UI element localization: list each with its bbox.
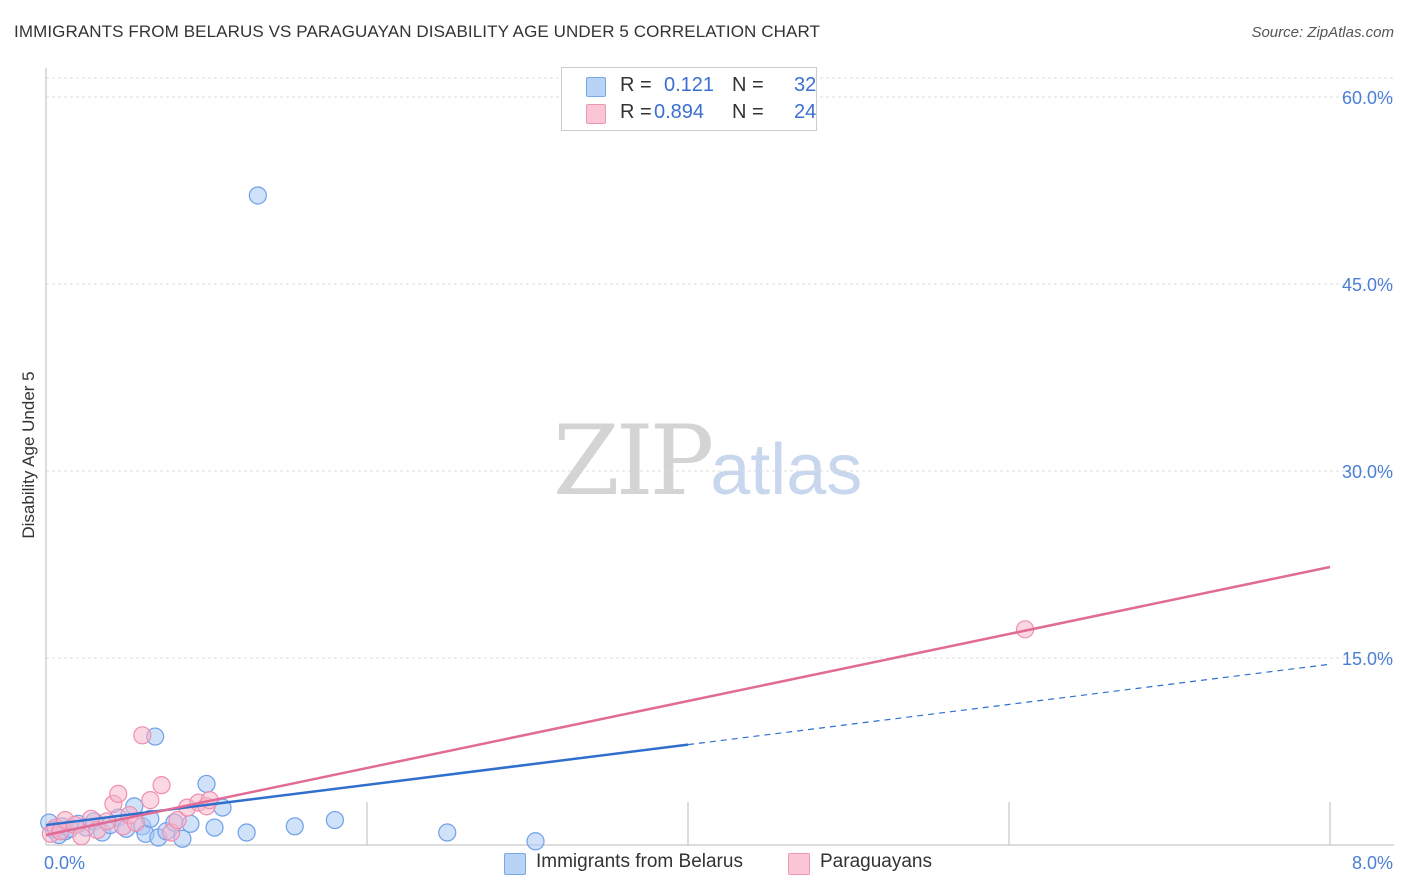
- y-tick-label: 60.0%: [1342, 88, 1393, 108]
- belarus-point: [205, 818, 224, 837]
- legend-n-value: 24: [794, 101, 817, 123]
- y-tick-label: 15.0%: [1342, 649, 1393, 669]
- watermark-zip: ZIP: [553, 405, 714, 517]
- chart-title: IMMIGRANTS FROM BELARUS VS PARAGUAYAN DI…: [14, 22, 821, 41]
- belarus-trend-extension: [687, 663, 1331, 746]
- series-label-belarus: Immigrants from Belarus: [536, 851, 743, 872]
- belarus-point: [237, 823, 256, 842]
- legend-r-label: R =: [620, 101, 652, 123]
- legend-n-label: N =: [732, 101, 764, 123]
- paraguayans-point: [133, 726, 152, 745]
- paraguayans-trend-line: [45, 565, 1331, 837]
- legend-swatch-belarus: [586, 77, 606, 97]
- paraguayans-point: [72, 827, 91, 846]
- series-swatch-belarus: [504, 853, 526, 875]
- x-tick-label: 0.0%: [44, 853, 85, 873]
- series-label-paraguayans: Paraguayans: [820, 851, 932, 872]
- source-credit: Source: ZipAtlas.com: [1251, 24, 1394, 41]
- paraguayans-point: [152, 776, 171, 795]
- belarus-point: [526, 832, 545, 851]
- watermark-atlas: atlas: [710, 430, 863, 510]
- belarus-point: [325, 810, 344, 830]
- legend-r-value: 0.894: [654, 101, 705, 123]
- legend-swatch-paraguayans: [586, 104, 606, 124]
- belarus-point: [438, 823, 457, 842]
- watermark: ZIPatlas: [553, 405, 862, 517]
- paraguayans-point: [141, 791, 160, 810]
- paraguayans-point: [168, 810, 187, 830]
- y-tick-label: 30.0%: [1342, 462, 1393, 482]
- y-axis-label: Disability Age Under 5: [19, 371, 38, 538]
- belarus-point: [197, 774, 216, 794]
- y-tick-label: 45.0%: [1342, 275, 1393, 295]
- legend-r-value: 0.121: [664, 74, 715, 96]
- x-tick-label: 8.0%: [1352, 853, 1393, 873]
- series-swatch-paraguayans: [788, 853, 810, 875]
- belarus-point: [285, 817, 304, 836]
- legend-n-value: 32: [794, 74, 817, 96]
- stats-legend: R = 0.121 N = 32 R = 0.894 N = 24: [561, 67, 817, 131]
- legend-r-label: R =: [620, 74, 652, 96]
- paraguayans-point: [109, 784, 128, 803]
- legend-n-label: N =: [732, 74, 764, 96]
- belarus-point: [248, 186, 267, 205]
